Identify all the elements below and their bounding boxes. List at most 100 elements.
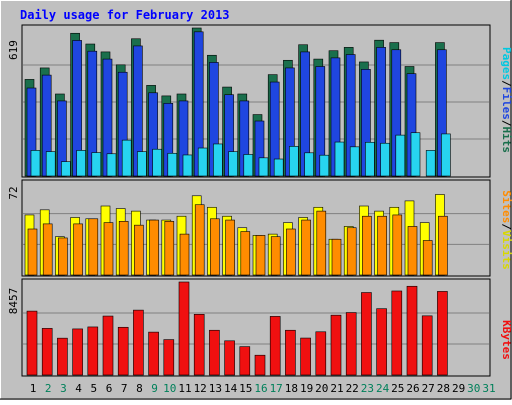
bar-sites-day-2	[42, 223, 53, 276]
bar-sites-day-27	[422, 240, 433, 276]
legend-text: Sites/Visits	[500, 190, 512, 270]
bar-kbytes-day-6	[102, 315, 114, 376]
panel2-ymax-label: 72	[7, 186, 20, 199]
day-label-10: 10	[163, 382, 176, 395]
bar-kbytes-day-21	[330, 314, 342, 376]
bar-kbytes-day-12	[193, 313, 205, 376]
bar-pages-day-8	[137, 151, 147, 177]
day-label-11: 11	[178, 382, 191, 395]
bar-pages-day-23	[365, 141, 375, 177]
bar-pages-day-5	[91, 152, 102, 177]
bar-pages-day-13	[213, 143, 223, 177]
bar-kbytes-day-23	[361, 292, 372, 376]
panel3-ymax-label: 8457	[7, 288, 20, 315]
panel2-legend: Sites/Visits	[500, 190, 512, 270]
bar-kbytes-day-16	[254, 354, 266, 376]
day-label-16: 16	[254, 382, 267, 395]
day-label-6: 6	[106, 382, 113, 395]
legend-pages: Pages	[500, 47, 512, 80]
bar-kbytes-day-13	[209, 329, 220, 376]
day-label-14: 14	[224, 382, 238, 395]
panel1-ymax-label: 619	[7, 40, 20, 60]
day-label-29: 29	[452, 382, 465, 395]
bar-kbytes-day-28	[437, 291, 448, 376]
day-label-21: 21	[330, 382, 343, 395]
day-label-12: 12	[194, 382, 207, 395]
bar-pages-day-2	[45, 151, 56, 177]
bar-sites-day-16	[255, 235, 266, 276]
day-label-24: 24	[376, 382, 390, 395]
day-label-5: 5	[90, 382, 97, 395]
bar-sites-day-3	[58, 237, 68, 276]
bar-pages-day-6	[106, 153, 117, 177]
bar-pages-day-12	[197, 147, 208, 177]
bar-pages-day-25	[395, 134, 406, 177]
day-label-18: 18	[285, 382, 298, 395]
day-label-7: 7	[121, 382, 128, 395]
bar-pages-day-24	[380, 142, 390, 177]
day-axis-labels: 1 2 3 4 5 6 7 8 9 10 11 12 13 14 15 16 17 18 19 20 21 22 23 24 2…	[30, 382, 496, 395]
day-label-2: 2	[45, 382, 52, 395]
bar-kbytes-day-8	[133, 309, 144, 376]
bar-pages-day-4	[76, 150, 86, 177]
day-label-3: 3	[60, 382, 67, 395]
bar-kbytes-day-4	[72, 328, 83, 376]
day-label-27: 27	[422, 382, 435, 395]
bar-kbytes-day-24	[376, 308, 387, 376]
day-label-17: 17	[270, 382, 283, 395]
bar-kbytes-day-7	[117, 326, 129, 376]
day-label-13: 13	[209, 382, 222, 395]
bar-sites-day-11	[179, 233, 190, 276]
bar-kbytes-day-9	[148, 331, 159, 376]
kbytes-panel: 8457 KBytes	[7, 278, 512, 377]
bar-sites-day-6	[103, 222, 114, 276]
day-label-1: 1	[30, 382, 37, 395]
day-label-20: 20	[315, 382, 328, 395]
bar-sites-day-23	[362, 215, 372, 276]
day-label-8: 8	[136, 382, 143, 395]
legend-separator: /	[500, 120, 512, 127]
day-label-9: 9	[151, 382, 158, 395]
bar-pages-day-10	[167, 152, 178, 177]
bar-sites-day-25	[392, 214, 403, 276]
bar-pages-day-22	[349, 146, 360, 177]
bar-sites-day-17	[270, 236, 281, 276]
bar-sites-day-18	[286, 228, 296, 276]
day-label-28: 28	[437, 382, 450, 395]
bar-kbytes-day-10	[163, 339, 175, 376]
bar-kbytes-day-19	[300, 337, 311, 376]
bar-kbytes-day-2	[41, 328, 53, 376]
bar-pages-day-17	[273, 158, 284, 177]
day-label-19: 19	[300, 382, 313, 395]
bar-sites-day-7	[118, 221, 129, 276]
chart-title: Daily usage for February 2013	[20, 8, 230, 22]
bar-pages-day-19	[304, 152, 314, 177]
hits-files-pages-panel: 619 Pages/Files/Hits	[7, 24, 512, 178]
bar-pages-day-3	[61, 161, 71, 177]
bar-sites-day-26	[407, 226, 418, 276]
day-label-15: 15	[239, 382, 252, 395]
bar-pages-day-21	[334, 141, 345, 177]
bar-sites-day-4	[73, 223, 83, 276]
bar-pages-day-9	[152, 148, 162, 177]
bar-kbytes-day-1	[26, 310, 38, 376]
day-label-31: 31	[482, 382, 495, 395]
bar-sites-day-15	[240, 231, 251, 276]
bar-pages-day-20	[319, 154, 330, 177]
bar-sites-day-14	[225, 219, 235, 276]
legend-visits: Visits	[500, 230, 512, 270]
bar-kbytes-day-15	[239, 346, 251, 376]
bar-sites-day-1	[27, 228, 38, 276]
bar-sites-day-19	[301, 219, 311, 276]
bar-sites-day-12	[194, 204, 205, 276]
day-label-22: 22	[346, 382, 359, 395]
bar-pages-day-26	[410, 132, 421, 177]
day-label-30: 30	[467, 382, 480, 395]
panel1-legend: Pages/Files/Hits	[500, 47, 512, 153]
legend-separator: /	[500, 223, 512, 230]
bar-sites-day-5	[88, 218, 99, 276]
bar-kbytes-day-11	[178, 281, 190, 376]
bar-kbytes-day-17	[269, 316, 281, 376]
